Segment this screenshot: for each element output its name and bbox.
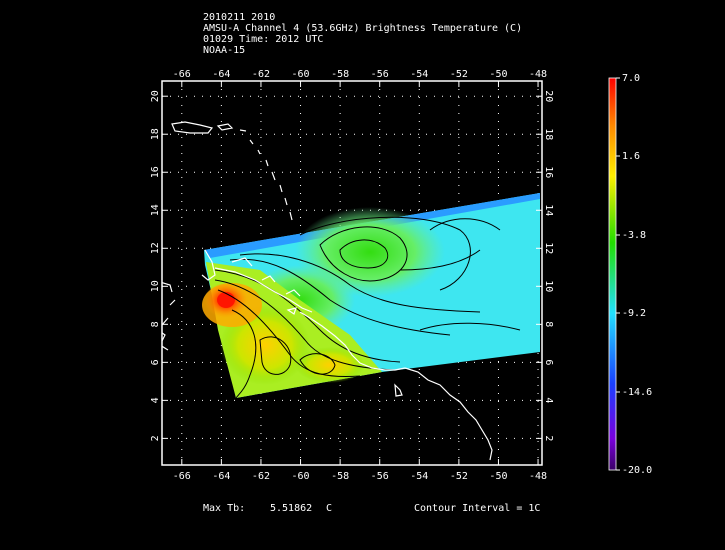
lat-label-left: 14 <box>150 204 161 216</box>
max-tb-label: Max Tb: <box>203 503 246 514</box>
contours <box>214 216 521 399</box>
axis-ticks <box>162 81 542 465</box>
lon-label-bottom: -52 <box>450 471 468 482</box>
lon-label-top: -50 <box>489 69 507 80</box>
brightness-field <box>202 193 540 398</box>
lon-label-bottom: -64 <box>212 471 230 482</box>
colorbar-label-min: -20.0 <box>622 465 653 476</box>
colorbar-ticks <box>616 77 620 471</box>
lat-label-right: 20 <box>543 90 554 102</box>
lat-label-left: 12 <box>150 242 161 254</box>
max-tb-unit: C <box>326 503 333 514</box>
contour-interval: Contour Interval = 1C <box>414 503 541 514</box>
lon-label-top: -66 <box>173 69 191 80</box>
hotspot-core <box>217 292 235 308</box>
lon-label-top: -64 <box>212 69 230 80</box>
lat-label-right: 18 <box>543 128 554 140</box>
lat-label-left: 16 <box>150 166 161 178</box>
lat-label-right: 4 <box>543 397 554 403</box>
lon-label-bottom: -66 <box>173 471 191 482</box>
lat-label-left: 20 <box>150 90 161 102</box>
lon-label-top: -58 <box>331 69 349 80</box>
lat-label-left: 4 <box>150 397 161 403</box>
lon-label-bottom: -50 <box>489 471 507 482</box>
max-tb-value: 5.51862 <box>270 503 313 514</box>
lat-label-right: 2 <box>543 435 554 441</box>
lon-label-bottom: -48 <box>529 471 547 482</box>
lon-label-top: -48 <box>529 69 547 80</box>
lat-label-left: 10 <box>150 280 161 292</box>
product-id: 2010211 2010 <box>203 12 276 23</box>
colorbar-label-5: -14.6 <box>622 387 653 398</box>
coastlines <box>162 121 493 461</box>
lon-label-top: -60 <box>292 69 310 80</box>
colorbar <box>609 78 616 470</box>
lat-label-right: 12 <box>543 242 554 254</box>
colorbar-label-2: 1.6 <box>622 151 641 162</box>
satellite-name: NOAA-15 <box>203 45 246 56</box>
lat-label-left: 8 <box>150 321 161 327</box>
yellow-patch-2 <box>295 347 365 383</box>
lat-label-left: 2 <box>150 435 161 441</box>
colorbar-label-max: 7.0 <box>622 73 641 84</box>
lon-label-bottom: -58 <box>331 471 349 482</box>
lat-label-left: 6 <box>150 359 161 365</box>
colorbar-frame <box>608 77 617 471</box>
lat-label-right: 6 <box>543 359 554 365</box>
lon-label-top: -56 <box>371 69 389 80</box>
lat-label-right: 10 <box>543 280 554 292</box>
lon-label-top: -62 <box>252 69 270 80</box>
lon-label-top: -54 <box>410 69 428 80</box>
lon-label-top: -52 <box>450 69 468 80</box>
lat-label-right: 8 <box>543 321 554 327</box>
colorbar-label-4: -9.2 <box>622 308 647 319</box>
product-title: AMSU-A Channel 4 (53.6GHz) Brightness Te… <box>203 23 523 34</box>
lon-label-bottom: -62 <box>252 471 270 482</box>
lat-label-right: 16 <box>543 166 554 178</box>
lat-label-left: 18 <box>150 128 161 140</box>
lon-label-bottom: -54 <box>410 471 428 482</box>
lat-label-right: 14 <box>543 204 554 216</box>
lon-label-bottom: -60 <box>292 471 310 482</box>
orbit-time: 01029 Time: 2012 UTC <box>203 34 324 45</box>
map-frame <box>161 80 543 466</box>
lon-label-bottom: -56 <box>371 471 389 482</box>
colorbar-label-3: -3.8 <box>622 230 647 241</box>
